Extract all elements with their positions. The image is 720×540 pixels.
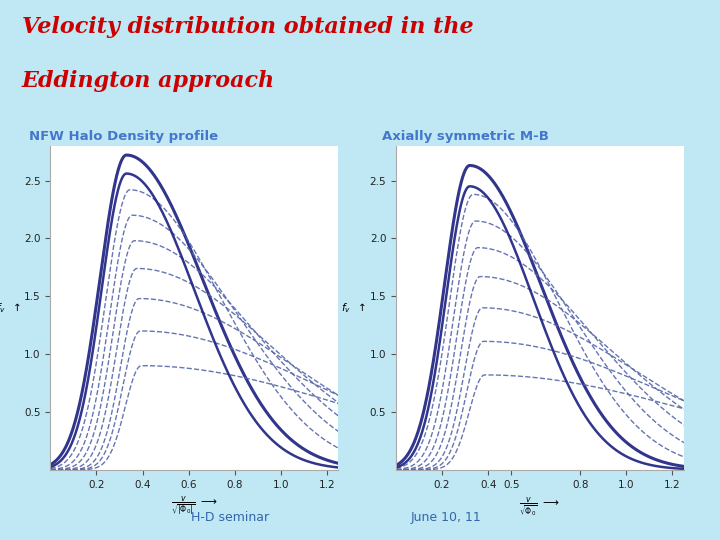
Y-axis label: $f_v$  $\uparrow$: $f_v$ $\uparrow$ <box>341 301 367 315</box>
Text: NFW Halo Density profile: NFW Halo Density profile <box>29 130 218 143</box>
Y-axis label: $f_v$  $\uparrow$: $f_v$ $\uparrow$ <box>0 301 22 315</box>
Text: Axially symmetric M-B: Axially symmetric M-B <box>382 130 549 143</box>
Text: Eddington approach: Eddington approach <box>22 70 275 92</box>
X-axis label: $\frac{v}{\sqrt{\Phi_0}}$ $\longrightarrow$: $\frac{v}{\sqrt{\Phi_0}}$ $\longrightarr… <box>519 495 561 519</box>
Text: H-D seminar: H-D seminar <box>192 511 269 524</box>
X-axis label: $\frac{v}{\sqrt{|\Phi_0|}}$ $\longrightarrow$: $\frac{v}{\sqrt{|\Phi_0|}}$ $\longrighta… <box>171 495 218 518</box>
Text: Velocity distribution obtained in the: Velocity distribution obtained in the <box>22 16 473 38</box>
Text: June 10, 11: June 10, 11 <box>411 511 482 524</box>
